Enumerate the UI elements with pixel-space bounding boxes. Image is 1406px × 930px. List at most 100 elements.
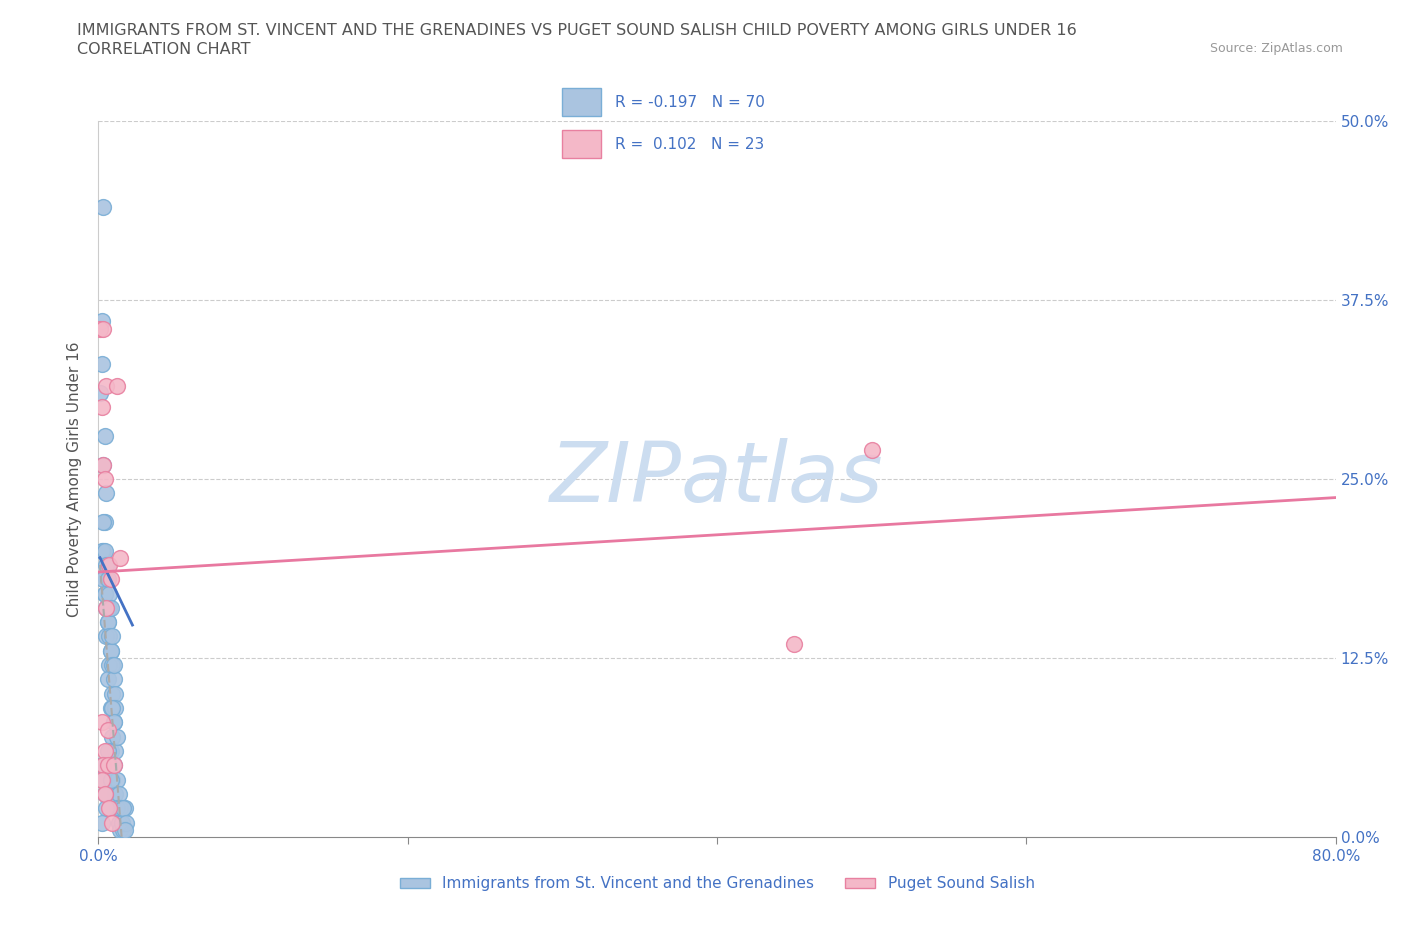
- Point: [90, 357, 112, 372]
- Point: [108, 822, 131, 837]
- Point: [100, 772, 122, 787]
- Point: [114, 801, 136, 816]
- Point: [93, 514, 115, 529]
- Text: IMMIGRANTS FROM ST. VINCENT AND THE GRENADINES VS PUGET SOUND SALISH CHILD POVER: IMMIGRANTS FROM ST. VINCENT AND THE GREN…: [77, 23, 1077, 38]
- Point: [96, 485, 118, 500]
- Point: [103, 658, 125, 672]
- Point: [90, 758, 112, 773]
- Point: [93, 586, 115, 601]
- Point: [97, 744, 120, 759]
- Point: [91, 514, 114, 529]
- Point: [98, 658, 121, 672]
- Point: [100, 744, 122, 759]
- Point: [103, 758, 125, 773]
- Point: [93, 586, 115, 601]
- Point: [108, 551, 131, 565]
- Point: [90, 772, 112, 787]
- Point: [90, 543, 112, 558]
- Point: [93, 543, 115, 558]
- Point: [98, 758, 121, 773]
- Point: [104, 787, 127, 802]
- Point: [101, 816, 124, 830]
- Point: [101, 700, 124, 715]
- Point: [96, 601, 118, 616]
- Point: [105, 801, 128, 816]
- Point: [91, 543, 114, 558]
- Point: [100, 644, 122, 658]
- Point: [91, 572, 114, 587]
- Point: [783, 636, 806, 651]
- Point: [93, 787, 115, 802]
- Point: [107, 816, 129, 830]
- Point: [96, 801, 118, 816]
- Point: [107, 787, 129, 802]
- Point: [97, 672, 120, 687]
- Point: [90, 314, 112, 329]
- Point: [860, 443, 883, 458]
- Point: [105, 379, 128, 393]
- Point: [100, 644, 122, 658]
- Point: [97, 758, 120, 773]
- Text: ZIPatlas: ZIPatlas: [550, 438, 884, 520]
- Point: [101, 729, 124, 744]
- Text: R = -0.197   N = 70: R = -0.197 N = 70: [616, 95, 765, 110]
- Point: [90, 816, 112, 830]
- Point: [91, 758, 114, 773]
- Point: [96, 557, 118, 572]
- Point: [111, 816, 134, 830]
- Point: [111, 816, 134, 830]
- Point: [105, 729, 128, 744]
- Point: [101, 772, 124, 787]
- Point: [101, 629, 124, 644]
- Point: [98, 801, 121, 816]
- Y-axis label: Child Poverty Among Girls Under 16: Child Poverty Among Girls Under 16: [67, 341, 83, 617]
- Point: [98, 557, 121, 572]
- Point: [97, 572, 120, 587]
- Point: [91, 321, 114, 336]
- Point: [91, 772, 114, 787]
- Point: [101, 686, 124, 701]
- Point: [96, 379, 118, 393]
- Point: [89, 321, 111, 336]
- Point: [115, 816, 138, 830]
- Point: [100, 601, 122, 616]
- Point: [93, 429, 115, 444]
- Point: [100, 700, 122, 715]
- Text: CORRELATION CHART: CORRELATION CHART: [77, 42, 250, 57]
- Point: [93, 787, 115, 802]
- Point: [97, 615, 120, 630]
- Point: [98, 586, 121, 601]
- Point: [103, 715, 125, 730]
- FancyBboxPatch shape: [562, 130, 602, 158]
- Point: [91, 458, 114, 472]
- Point: [89, 386, 111, 401]
- Point: [103, 715, 125, 730]
- Point: [114, 822, 136, 837]
- Point: [97, 615, 120, 630]
- Point: [104, 744, 127, 759]
- Point: [112, 822, 135, 837]
- Point: [93, 744, 115, 759]
- Point: [105, 772, 128, 787]
- Point: [97, 722, 120, 737]
- Point: [98, 629, 121, 644]
- Text: R =  0.102   N = 23: R = 0.102 N = 23: [616, 137, 765, 152]
- Point: [96, 601, 118, 616]
- Point: [96, 629, 118, 644]
- Point: [100, 572, 122, 587]
- Text: Source: ZipAtlas.com: Source: ZipAtlas.com: [1209, 42, 1343, 55]
- Point: [103, 672, 125, 687]
- Point: [97, 557, 120, 572]
- Point: [103, 758, 125, 773]
- Legend: Immigrants from St. Vincent and the Grenadines, Puget Sound Salish: Immigrants from St. Vincent and the Gren…: [394, 870, 1040, 897]
- Point: [91, 458, 114, 472]
- Point: [101, 658, 124, 672]
- Point: [104, 700, 127, 715]
- Point: [93, 472, 115, 486]
- Point: [91, 199, 114, 214]
- Point: [98, 601, 121, 616]
- Point: [104, 686, 127, 701]
- FancyBboxPatch shape: [562, 88, 602, 116]
- Point: [112, 801, 135, 816]
- Point: [90, 715, 112, 730]
